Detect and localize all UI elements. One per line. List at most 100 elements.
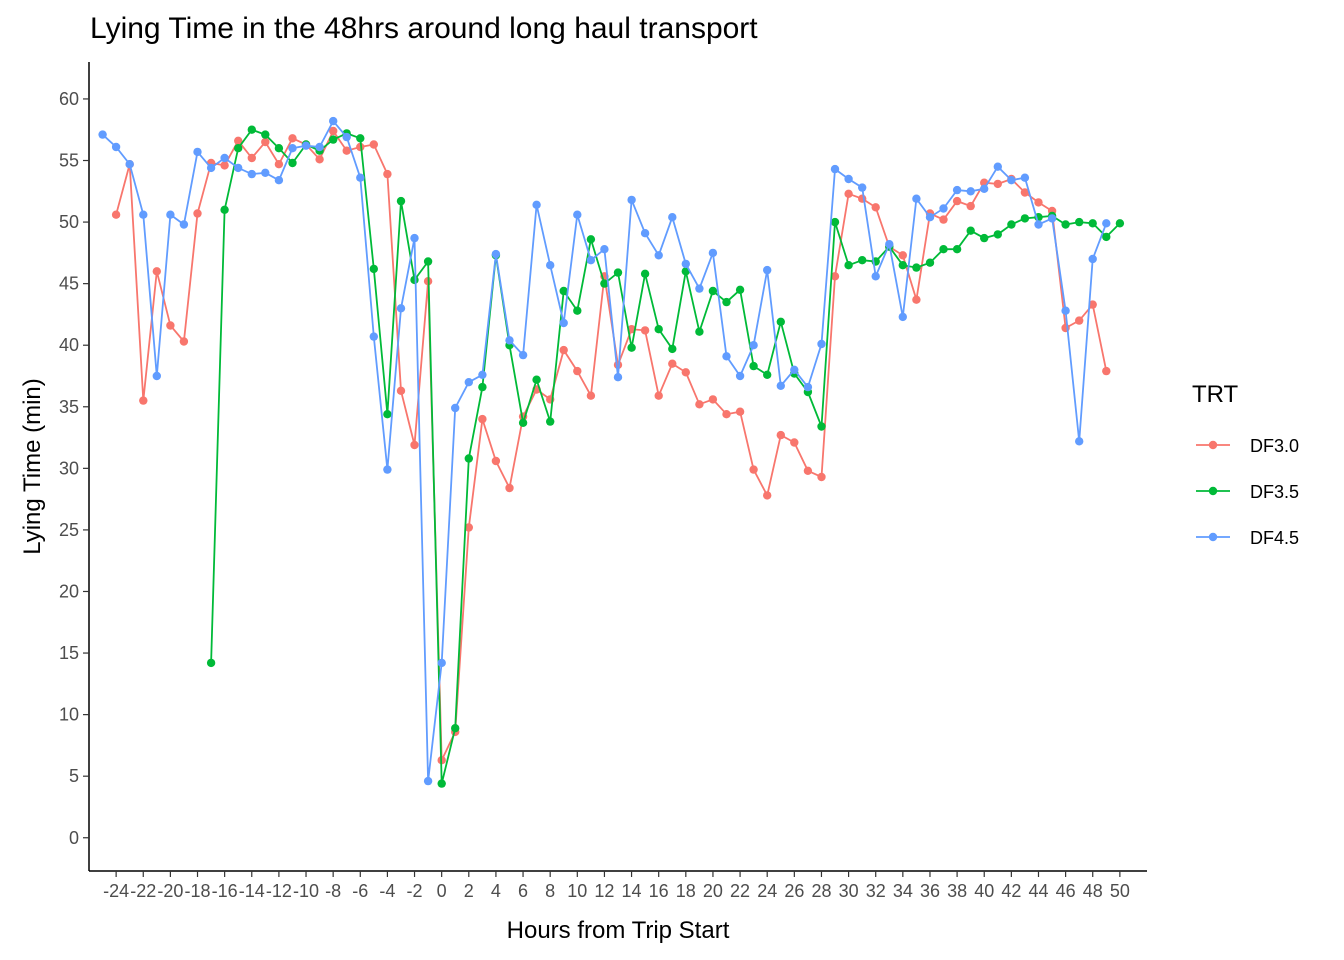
x-axis-ticks: -24 -22 -20 -18 -16 -14 -12 -10 -8 -6 -4 -2 0 2 4 6 8 10 1… (103, 871, 1130, 901)
data-point (369, 264, 378, 274)
data-point (952, 185, 962, 195)
series-line (115, 129, 1108, 761)
data-point (1020, 188, 1030, 197)
data-point (749, 361, 758, 371)
data-point (1102, 366, 1111, 376)
data-point (790, 438, 799, 447)
data-point (274, 160, 284, 169)
data-point (573, 210, 582, 219)
x-tick-label: -20 (157, 881, 183, 901)
series-line (101, 119, 1108, 782)
data-point (640, 326, 650, 335)
data-point (586, 391, 596, 400)
data-point (491, 249, 501, 259)
data-point (966, 226, 975, 235)
data-point (261, 168, 270, 177)
x-tick-label: -4 (379, 881, 395, 901)
data-point (559, 286, 568, 296)
data-point (329, 135, 338, 144)
data-point (491, 456, 501, 466)
data-point (166, 210, 175, 219)
data-point (640, 269, 650, 278)
data-point (803, 382, 813, 392)
data-point (871, 203, 880, 212)
series-df4-5 (98, 116, 1111, 786)
data-point (288, 134, 297, 143)
data-point (274, 176, 284, 185)
data-point (342, 132, 351, 142)
data-point (274, 144, 284, 153)
data-point (301, 141, 311, 150)
data-point (1047, 214, 1057, 223)
data-point (139, 396, 148, 405)
data-point (383, 410, 392, 419)
data-point (600, 279, 609, 288)
data-point (369, 140, 378, 149)
x-tick-label: 12 (594, 881, 614, 901)
x-tick-label: -22 (130, 881, 156, 901)
x-tick-label: 46 (1056, 881, 1076, 901)
data-point (912, 295, 921, 304)
y-tick-label: 45 (59, 274, 79, 294)
data-point (966, 187, 975, 196)
data-point (627, 343, 636, 352)
data-point (776, 430, 785, 440)
x-tick-label: -10 (293, 881, 319, 901)
data-point (111, 142, 121, 152)
data-point (695, 400, 704, 409)
data-point (1061, 220, 1070, 229)
data-point (627, 195, 636, 205)
y-tick-label: 55 (59, 151, 79, 171)
data-point (858, 183, 867, 192)
data-point (708, 248, 718, 258)
data-point (898, 261, 907, 270)
x-tick-label: 32 (866, 881, 886, 901)
data-point (423, 776, 433, 786)
data-point (830, 164, 840, 174)
data-point (885, 240, 894, 249)
data-point (396, 196, 406, 206)
data-point (817, 472, 826, 482)
x-tick-label: 16 (649, 881, 669, 901)
y-tick-label: 10 (59, 705, 79, 725)
data-point (708, 395, 718, 404)
data-point (613, 268, 623, 277)
data-point (206, 163, 216, 173)
x-tick-label: -6 (352, 881, 368, 901)
data-point (546, 261, 555, 270)
data-point (288, 144, 297, 153)
x-tick-label: -18 (185, 881, 211, 901)
data-point (329, 116, 338, 126)
data-point (234, 144, 243, 153)
data-point (898, 251, 907, 260)
series-line (210, 128, 1121, 784)
data-point (681, 368, 690, 377)
data-point (735, 407, 745, 416)
data-point (763, 370, 772, 379)
data-point (912, 263, 921, 272)
data-point (830, 217, 840, 227)
data-point (952, 196, 962, 206)
data-point (844, 261, 853, 270)
data-point (1102, 232, 1111, 242)
data-point (600, 245, 609, 254)
x-tick-label: 24 (757, 881, 777, 901)
data-point (396, 386, 406, 395)
data-point (478, 414, 487, 424)
x-tick-label: 6 (518, 881, 528, 901)
data-point (356, 134, 365, 143)
data-point (708, 286, 718, 296)
data-point (817, 422, 826, 431)
data-point (586, 256, 596, 265)
data-point (939, 215, 948, 224)
data-point (858, 256, 867, 265)
data-point (830, 272, 840, 281)
data-point (179, 337, 189, 346)
data-point (464, 454, 473, 463)
data-point (966, 201, 975, 211)
x-tick-label: 44 (1028, 881, 1048, 901)
data-point (546, 417, 555, 426)
data-point (790, 365, 799, 374)
y-tick-label: 20 (59, 581, 79, 601)
x-tick-label: 8 (545, 881, 555, 901)
